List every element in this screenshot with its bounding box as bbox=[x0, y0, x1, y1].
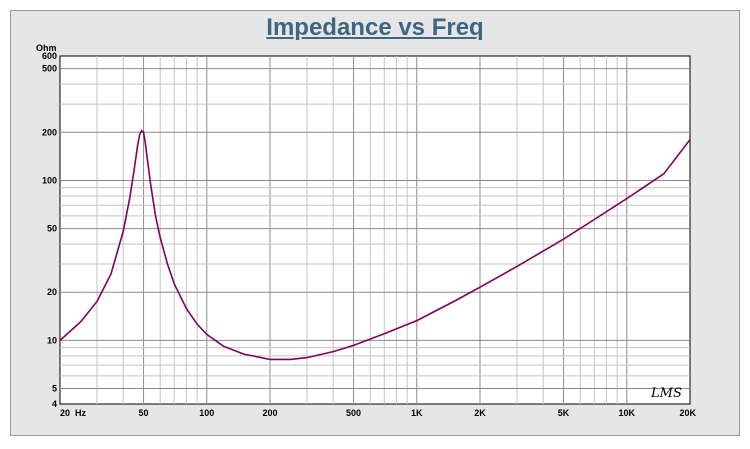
grid-lines bbox=[60, 56, 690, 404]
impedance-curve bbox=[59, 129, 691, 361]
y-tick-label: 10 bbox=[47, 335, 57, 345]
y-tick-label: 4 bbox=[52, 399, 57, 409]
x-tick-label: 500 bbox=[346, 408, 361, 418]
y-tick-label: 500 bbox=[42, 64, 57, 74]
x-tick-label: 20 Hz bbox=[60, 408, 87, 418]
y-tick-label: 200 bbox=[42, 127, 57, 137]
x-tick-label: 2K bbox=[474, 408, 486, 418]
y-tick-label: 600 bbox=[42, 51, 57, 61]
lms-logo: LMS bbox=[650, 386, 682, 401]
y-axis-label: Ohm bbox=[36, 43, 57, 53]
x-tick-label: 10K bbox=[619, 408, 636, 418]
x-tick-label: 200 bbox=[262, 408, 277, 418]
x-tick-label: 100 bbox=[199, 408, 214, 418]
x-tick-label: 1K bbox=[411, 408, 423, 418]
plot-area bbox=[59, 55, 691, 405]
chart-title: Impedance vs Freq bbox=[266, 14, 484, 41]
y-tick-label: 100 bbox=[42, 175, 57, 185]
y-tick-label: 20 bbox=[47, 287, 57, 297]
y-tick-label: 50 bbox=[47, 224, 57, 234]
y-tick-label: 5 bbox=[52, 384, 57, 394]
x-tick-label: 5K bbox=[558, 408, 570, 418]
x-tick-label: 20K bbox=[679, 408, 696, 418]
x-tick-label: 50 bbox=[139, 408, 149, 418]
tick-labels: 20 Hz 50 100 200 500 1K 2K 5K 10K 20K 4 5 10 20 50 100 2… bbox=[42, 51, 697, 418]
